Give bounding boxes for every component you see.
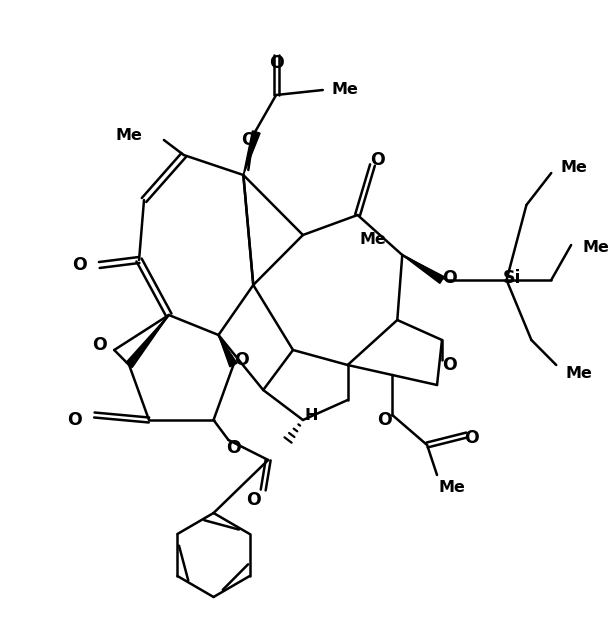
Text: O: O bbox=[72, 256, 87, 274]
Polygon shape bbox=[402, 255, 444, 284]
Text: O: O bbox=[67, 411, 82, 429]
Polygon shape bbox=[126, 315, 169, 367]
Text: Me: Me bbox=[583, 240, 610, 255]
Text: Me: Me bbox=[116, 128, 143, 143]
Text: Me: Me bbox=[359, 232, 386, 247]
Text: O: O bbox=[377, 411, 392, 429]
Text: Si: Si bbox=[502, 269, 521, 287]
Text: O: O bbox=[246, 491, 261, 509]
Polygon shape bbox=[218, 335, 237, 367]
Text: O: O bbox=[234, 351, 248, 369]
Text: O: O bbox=[226, 439, 241, 457]
Polygon shape bbox=[244, 131, 260, 175]
Text: O: O bbox=[269, 54, 283, 72]
Text: O: O bbox=[92, 336, 106, 354]
Text: O: O bbox=[241, 131, 256, 149]
Text: O: O bbox=[465, 429, 479, 447]
Text: H: H bbox=[304, 408, 318, 423]
Text: Me: Me bbox=[561, 160, 588, 175]
Text: Me: Me bbox=[438, 481, 465, 496]
Text: O: O bbox=[370, 151, 385, 169]
Text: Me: Me bbox=[331, 83, 358, 98]
Text: O: O bbox=[442, 356, 457, 374]
Text: O: O bbox=[442, 269, 457, 287]
Text: Me: Me bbox=[565, 366, 592, 381]
